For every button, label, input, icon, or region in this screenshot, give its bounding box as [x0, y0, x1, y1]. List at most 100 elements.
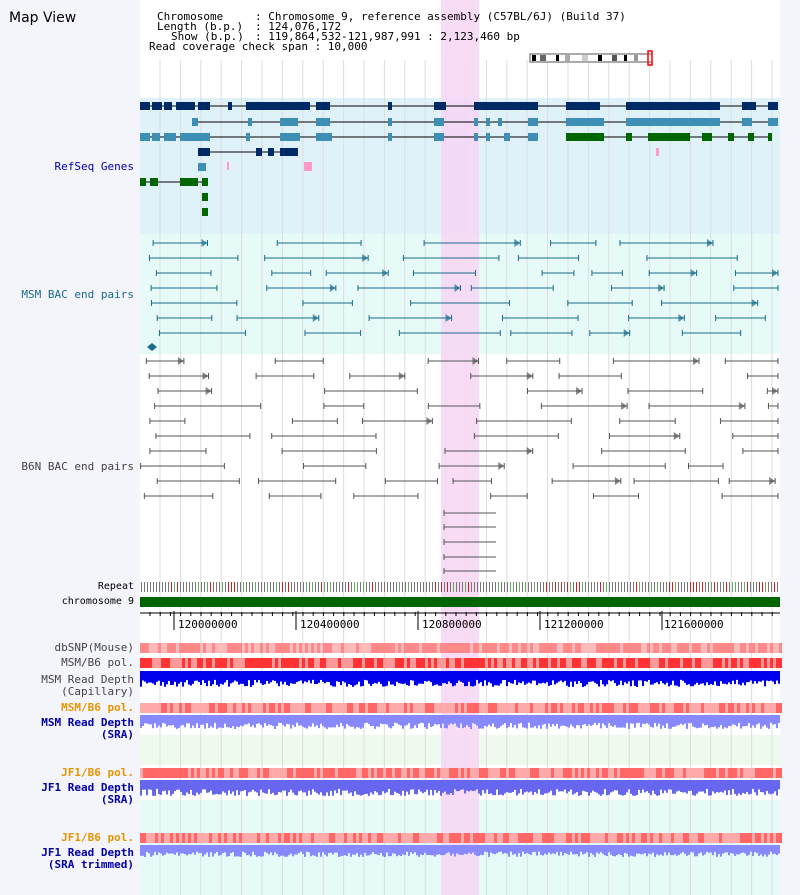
track-label-jf1-depth-sra-1[interactable]: JF1 Read Depth	[41, 781, 134, 794]
track-label-msm-b6-pol-2[interactable]: MSM/B6 pol.	[61, 701, 134, 714]
repeat-mark	[642, 582, 643, 592]
jf1-depth-sra-bar	[212, 780, 214, 795]
dbsnp-heat-cell	[542, 643, 545, 653]
dbsnp-heat-cell	[308, 643, 311, 653]
msm-pol-heat-cell	[509, 658, 512, 668]
jf1-pol-heat-cell	[545, 768, 548, 778]
msm-pol-heat-cell	[668, 658, 671, 668]
track-label-msm-depth-cap-1[interactable]: MSM Read Depth	[41, 673, 134, 686]
jf1-depth-trim-bar	[194, 845, 196, 855]
msm-depth-sra-bar	[332, 715, 334, 728]
msm-pol-heat-cell	[263, 658, 266, 668]
repeat-mark	[369, 582, 370, 592]
track-label-msm-depth-sra-1[interactable]: MSM Read Depth	[41, 716, 134, 729]
jf1-depth-trim-bar	[434, 845, 436, 857]
msm-depth-sra-bar	[276, 715, 278, 727]
dbsnp-heat-cell	[596, 643, 599, 653]
msm-depth-cap-bar	[234, 671, 236, 681]
jf1-pol-heat-cell	[281, 768, 284, 778]
msm-pol-heat-cell	[272, 658, 275, 668]
dbsnp-heat-cell	[374, 643, 377, 653]
repeat-mark	[465, 582, 466, 592]
jf1-depth-trim-bar	[686, 845, 688, 856]
msm-pol-heat-cell	[719, 658, 722, 668]
jf1-pol-heat-cell	[221, 768, 224, 778]
jf1-pol2-heat-cell	[254, 833, 257, 843]
msm-depth-cap-bar	[398, 671, 400, 684]
msm-depth-cap-bar	[778, 671, 780, 684]
msm-pol2-heat-cell	[167, 703, 170, 713]
jf1-depth-trim-bar	[586, 845, 588, 853]
msm-pol-heat-cell	[155, 658, 158, 668]
chromosome-ideogram	[529, 53, 653, 63]
repeat-mark	[165, 582, 166, 592]
gene-exon	[742, 118, 752, 126]
jf1-depth-trim-bar	[754, 845, 756, 853]
msm-depth-cap-bar	[568, 671, 570, 687]
msm-pol-heat-cell	[335, 658, 338, 668]
gene-exon	[246, 102, 310, 110]
dbsnp-heat-cell	[221, 643, 224, 653]
jf1-pol-heat-cell	[617, 768, 620, 778]
jf1-depth-sra-bar	[524, 780, 526, 793]
jf1-pol-heat-cell	[377, 768, 380, 778]
track-label-jf1-pol[interactable]: JF1/B6 pol.	[61, 766, 134, 779]
msm-pol-heat-cell	[557, 658, 560, 668]
dbsnp-heat-cell	[617, 643, 620, 653]
repeat-mark	[357, 582, 358, 592]
track-label-msm-bac[interactable]: MSM BAC end pairs	[21, 288, 134, 301]
track-label-b6n-bac[interactable]: B6N BAC end pairs	[21, 460, 134, 473]
jf1-depth-sra-bar	[566, 780, 568, 794]
msm-pol-heat-cell	[203, 658, 206, 668]
msm-pol-heat-cell	[746, 658, 749, 668]
jf1-pol2-heat-cell	[311, 833, 314, 843]
repeat-mark	[363, 582, 364, 592]
jf1-depth-trim-bar	[356, 845, 358, 853]
jf1-pol2-heat-cell	[392, 833, 395, 843]
msm-pol2-heat-cell	[392, 703, 395, 713]
track-label-jf1-depth-trim-1[interactable]: JF1 Read Depth	[41, 846, 134, 859]
track-label-msm-b6-pol[interactable]: MSM/B6 pol.	[61, 656, 134, 669]
msm-depth-cap-bar	[370, 671, 372, 686]
jf1-depth-trim-bar	[648, 845, 650, 854]
jf1-depth-trim-bar	[498, 845, 500, 852]
dbsnp-heat-cell	[302, 643, 305, 653]
track-label-refseq[interactable]: RefSeq Genes	[54, 160, 134, 173]
repeat-mark	[294, 582, 295, 592]
msm-depth-cap-bar	[156, 671, 158, 682]
track-label-jf1-pol-2[interactable]: JF1/B6 pol.	[61, 831, 134, 844]
repeat-mark	[687, 582, 688, 592]
jf1-depth-trim-bar	[202, 845, 204, 857]
repeat-mark	[759, 582, 760, 592]
jf1-pol-heat-cell	[773, 768, 776, 778]
jf1-pol-heat-cell	[707, 768, 710, 778]
msm-pol-heat-cell	[767, 658, 770, 668]
jf1-pol-heat-cell	[389, 768, 392, 778]
msm-depth-cap-bar	[296, 671, 298, 683]
msm-depth-cap-bar	[506, 671, 508, 687]
jf1-depth-trim-bar	[394, 845, 396, 854]
jf1-depth-sra-bar	[762, 780, 764, 793]
msm-pol2-heat-cell	[404, 703, 407, 713]
msm-depth-cap-bar	[452, 671, 454, 687]
dbsnp-heat-cell	[281, 643, 284, 653]
msm-depth-cap-bar	[360, 671, 362, 687]
jf1-pol-heat-cell	[140, 768, 143, 778]
msm-depth-sra-bar	[670, 715, 672, 729]
msm-depth-sra-bar	[618, 715, 620, 728]
msm-depth-sra-bar	[416, 715, 418, 728]
dbsnp-heat-cell	[584, 643, 587, 653]
msm-depth-cap-bar	[212, 671, 214, 685]
repeat-mark	[576, 582, 577, 592]
jf1-depth-trim-bar	[662, 845, 664, 856]
jf1-pol2-heat-cell	[287, 833, 290, 843]
msm-depth-sra-bar	[544, 715, 546, 724]
track-label-dbsnp[interactable]: dbSNP(Mouse)	[54, 641, 134, 654]
msm-pol2-heat-cell	[650, 703, 653, 713]
jf1-pol-heat-cell	[215, 768, 218, 778]
dbsnp-heat-cell	[320, 643, 323, 653]
repeat-mark	[765, 582, 766, 592]
jf1-depth-sra-bar	[204, 780, 206, 790]
jf1-pol-heat-cell	[266, 768, 269, 778]
jf1-depth-trim-bar	[504, 845, 506, 854]
